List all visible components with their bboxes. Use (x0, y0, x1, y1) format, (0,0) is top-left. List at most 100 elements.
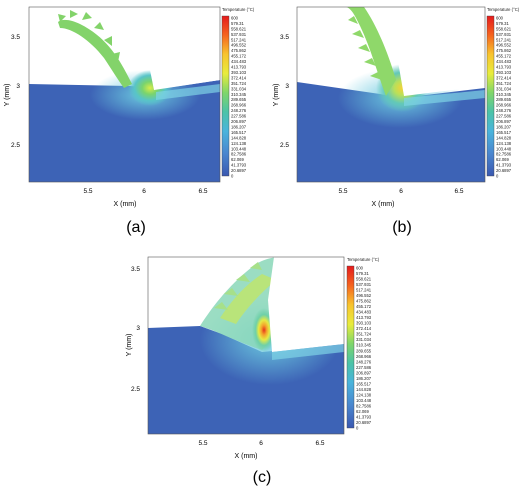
colorbar-level-label: 413.793 (231, 65, 247, 70)
colorbar-level-label: 600 (231, 16, 239, 21)
colorbar-level-label: 455.172 (231, 54, 247, 59)
colorbar-level-label: 331.034 (231, 86, 247, 91)
y-axis-label: Y (mm) (126, 334, 133, 357)
flank-heat (404, 90, 485, 106)
colorbar-level-label: 393.103 (231, 70, 247, 75)
panel-caption: (a) (126, 219, 146, 236)
colorbar-level-label: 537.931 (496, 32, 512, 37)
colorbar-level-label: 351.724 (231, 81, 247, 86)
colorbar-level-label: 186.207 (231, 125, 247, 130)
colorbar-level-label: 331.034 (356, 337, 372, 342)
chip (58, 19, 132, 89)
x-tick: 6 (399, 188, 403, 195)
x-axis-label: X (mm) (114, 201, 137, 208)
colorbar-level-label: 289.655 (356, 348, 372, 353)
tool-body (268, 257, 344, 352)
colorbar-level-label: 372.414 (496, 75, 512, 80)
colorbar-level-label: 144.828 (356, 387, 372, 392)
panel-a: Temperature (°C) 600579.31558.621537.931… (4, 6, 255, 236)
colorbar-level-label: 434.483 (356, 310, 372, 315)
colorbar-level-label: 20.6897 (356, 420, 372, 425)
y-tick: 2.5 (280, 142, 289, 149)
x-tick: 5.5 (338, 188, 347, 195)
colorbar-level-label: 165.517 (231, 130, 247, 135)
colorbar-level-label: 537.931 (356, 282, 372, 287)
colorbar-level-label: 475.862 (496, 48, 512, 53)
chip-band (220, 274, 276, 324)
colorbar-level-label: 103.448 (496, 146, 512, 151)
colorbar-level-label: 475.862 (356, 299, 372, 304)
panel-c: Temperature (°C) 600579.31558.621537.931… (126, 256, 380, 486)
colorbar-level-label: 0 (356, 426, 359, 431)
colorbar-level-label: 248.276 (231, 108, 247, 113)
colorbar-level-label: 372.414 (356, 326, 372, 331)
colorbar-level-label: 351.724 (356, 332, 372, 337)
colorbar-title: Temperature (°C) (347, 257, 380, 262)
x-tick: 6.5 (454, 188, 463, 195)
y-tick: 3 (16, 83, 20, 90)
colorbar-level-label: 600 (356, 266, 364, 271)
colorbar-level-label: 206.897 (496, 119, 512, 124)
y-tick: 3.5 (280, 34, 289, 41)
colorbar-level-label: 41.3793 (356, 415, 372, 420)
colorbar-level-label: 455.172 (356, 304, 372, 309)
colorbar-level-label: 393.103 (496, 70, 512, 75)
tool-body (144, 7, 220, 90)
colorbar-level-label: 165.517 (356, 381, 372, 386)
colorbar-level-label: 517.241 (356, 288, 372, 293)
colorbar-level-label: 600 (496, 16, 504, 21)
colorbar-labels: 600579.31558.621537.931517.241496.552475… (356, 266, 372, 431)
x-tick: 6 (142, 188, 146, 195)
colorbar-level-label: 186.207 (356, 376, 372, 381)
axes-frame (28, 6, 221, 183)
y-tick: 3 (136, 325, 140, 332)
colorbar-level-label: 372.414 (231, 75, 247, 80)
flank-heat (156, 84, 220, 100)
panel-caption: (c) (253, 469, 272, 486)
colorbar-level-label: 268.966 (496, 103, 512, 108)
colorbar-title: Temperature (°C) (487, 7, 520, 12)
x-tick: 6 (259, 440, 263, 447)
colorbar-level-label: 186.207 (496, 125, 512, 130)
y-tick: 2.5 (11, 142, 20, 149)
colorbar-level-label: 20.6897 (231, 168, 247, 173)
colorbar-level-label: 517.241 (496, 37, 512, 42)
panel-b: Temperature (°C) 600579.31558.621537.931… (273, 6, 520, 236)
colorbar-level-label: 289.655 (231, 97, 247, 102)
panel-caption: (b) (392, 219, 412, 236)
colorbar-level-label: 517.241 (231, 37, 247, 42)
colorbar-level-label: 310.345 (496, 92, 512, 97)
colorbar-level-label: 558.621 (496, 26, 512, 31)
colorbar-level-label: 124.138 (231, 141, 247, 146)
colorbar-level-label: 496.552 (496, 43, 512, 48)
colorbar-level-label: 82.7586 (231, 152, 247, 157)
colorbar-level-label: 351.724 (496, 81, 512, 86)
y-tick: 3.5 (131, 266, 140, 273)
colorbar-level-label: 0 (231, 174, 234, 179)
colorbar-level-label: 289.655 (496, 97, 512, 102)
y-tick: 2.5 (131, 386, 140, 393)
y-axis-label: Y (mm) (4, 84, 11, 107)
colorbar-level-label: 413.793 (356, 315, 372, 320)
colorbar-level-label: 124.138 (356, 392, 372, 397)
colorbar-level-label: 537.931 (231, 32, 247, 37)
x-tick: 6.5 (198, 188, 207, 195)
colorbar-level-label: 579.31 (496, 21, 509, 26)
colorbar-labels: 600579.31558.621537.931517.241496.552475… (231, 16, 247, 179)
colorbar-level-label: 227.586 (496, 114, 512, 119)
colorbar-level-label: 434.483 (496, 59, 512, 64)
colorbar-level-label: 579.31 (231, 21, 244, 26)
colorbar-level-label: 62.069 (496, 157, 509, 162)
axes-frame (147, 256, 345, 435)
colorbar-level-label: 579.31 (356, 271, 369, 276)
colorbar-level-label: 310.345 (231, 92, 247, 97)
x-tick: 5.5 (198, 440, 207, 447)
colorbar-level-label: 496.552 (231, 43, 247, 48)
colorbar-level-label: 206.897 (356, 370, 372, 375)
colorbar-level-label: 41.3793 (231, 163, 247, 168)
colorbar-level-label: 103.448 (231, 146, 247, 151)
colorbar-level-label: 62.069 (356, 409, 369, 414)
colorbar-level-label: 413.793 (496, 65, 512, 70)
x-tick: 6.5 (315, 440, 324, 447)
